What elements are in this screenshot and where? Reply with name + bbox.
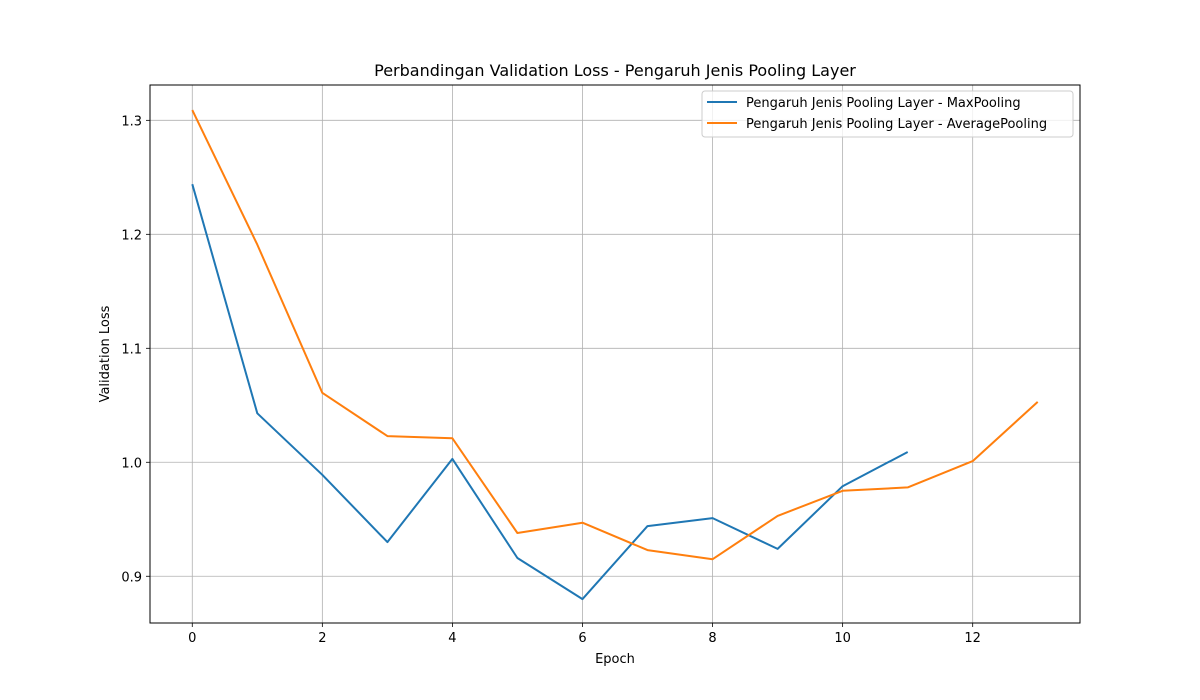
legend: Pengaruh Jenis Pooling Layer - MaxPoolin… [701,90,1074,138]
y-tick-label: 0.9 [121,570,142,585]
x-axis-ticks: 0 2 4 6 8 10 12 [188,623,981,646]
x-tick-label: 10 [834,631,851,646]
x-tick-label: 2 [318,631,326,646]
x-tick-label: 6 [578,631,586,646]
y-tick-label: 1.2 [121,228,142,243]
legend-label-averagepooling: Pengaruh Jenis Pooling Layer - AveragePo… [746,117,1047,132]
x-tick-label: 0 [188,631,196,646]
y-axis-label: Validation Loss [98,305,113,402]
y-tick-label: 1.0 [121,456,142,471]
legend-box [701,90,1074,138]
y-axis-ticks: 0.9 1.0 1.1 1.2 1.3 [121,114,150,585]
chart-title: Perbandingan Validation Loss - Pengaruh … [374,61,856,80]
x-tick-label: 8 [708,631,716,646]
y-tick-label: 1.1 [121,342,142,357]
x-axis-label: Epoch [595,652,635,667]
grid-lines [150,85,1080,623]
x-tick-label: 12 [964,631,981,646]
series-lines [191,109,1039,601]
series-line-1 [191,109,1039,561]
plot-frame [149,84,1081,624]
series-line-0 [191,183,909,601]
x-tick-label: 4 [448,631,456,646]
legend-label-maxpooling: Pengaruh Jenis Pooling Layer - MaxPoolin… [746,96,1021,111]
y-tick-label: 1.3 [121,114,142,129]
